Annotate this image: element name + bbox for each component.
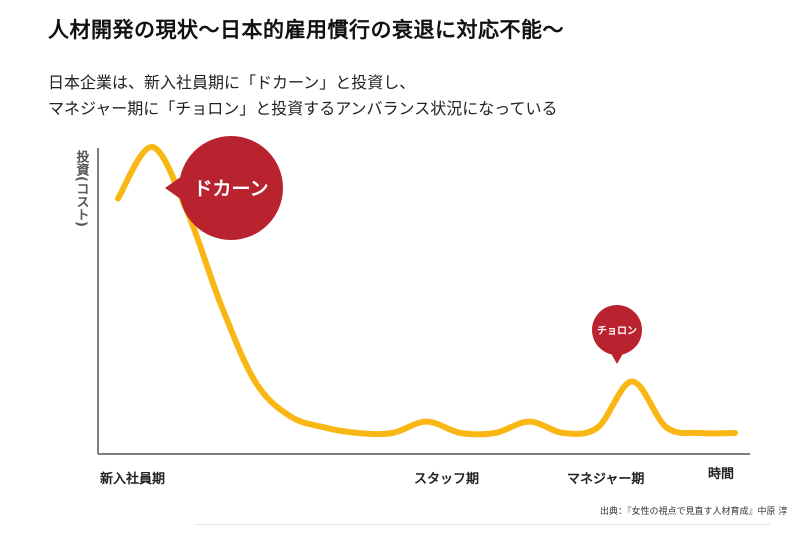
dokan-callout: ドカーン xyxy=(165,136,283,240)
subtitle-line-1: 日本企業は、新入社員期に「ドカーン」と投資し、 xyxy=(48,73,416,92)
source-citation: 出典：『女性の視点で見直す人材育成』中原 淳 xyxy=(600,507,788,517)
dokan-label: ドカーン xyxy=(193,178,268,200)
choron-label: チョロン xyxy=(597,325,637,337)
page-title: 人材開発の現状〜日本的雇用慣行の衰退に対応不能〜 xyxy=(48,18,564,42)
x-axis-label: 時間 xyxy=(708,466,734,482)
y-axis-label: 投資(コスト) xyxy=(74,149,90,226)
x-tick-label-staff: スタッフ期 xyxy=(414,472,479,487)
x-tick-label-manager: マネジャー期 xyxy=(567,472,644,487)
source-divider xyxy=(195,524,770,525)
x-tick-label-newhire: 新入社員期 xyxy=(100,471,165,487)
dokan-bubble xyxy=(179,136,283,240)
subtitle-line-2: マネジャー期に「チョロン」と投資するアンバランス状況になっている xyxy=(48,99,558,118)
dokan-pointer xyxy=(165,176,182,200)
choron-bubble xyxy=(592,305,642,355)
investment-series-line xyxy=(115,144,738,438)
choron-pointer xyxy=(609,350,625,364)
choron-callout: チョロン xyxy=(592,305,642,364)
